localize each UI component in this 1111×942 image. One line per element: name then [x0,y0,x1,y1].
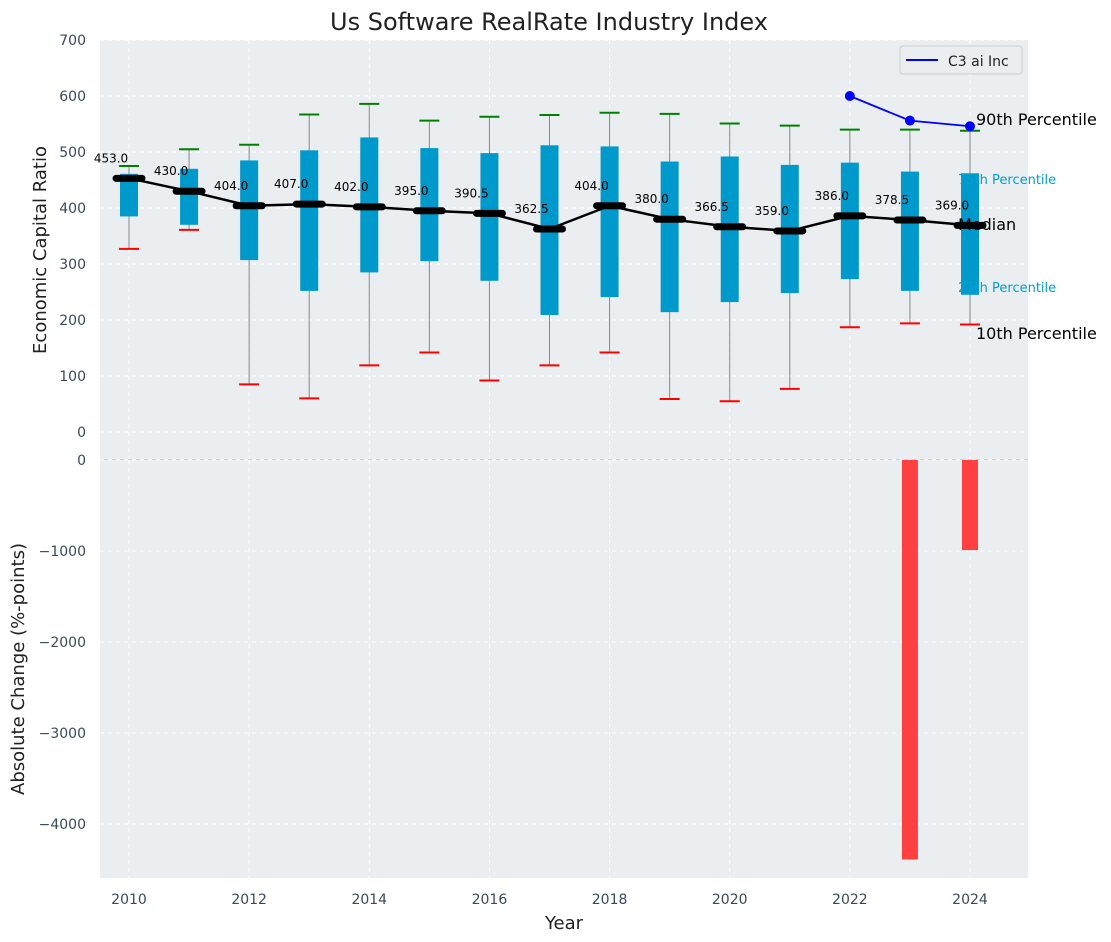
median-value-label-2012: 404.0 [214,179,248,193]
box-2015 [420,148,439,262]
box-2012 [240,160,259,261]
series-point-2024 [965,121,975,132]
p75-label: 75th Percentile [958,173,1056,188]
change-bar-2023 [901,460,918,860]
median-value-label-2015: 395.0 [394,184,428,198]
change-bar-2024 [962,460,978,551]
p90-label: 90th Percentile [976,110,1097,129]
median-trend: 453.0 430.0 404.0 407.0 402.0 395.0 390.5 362.5… [94,151,987,235]
chart-title: Us Software RealRate Industry Index [330,8,768,36]
box-2022 [840,162,859,280]
median-value-label-2023: 378.5 [875,193,909,207]
legend-label-c3: C3 ai Inc [948,54,1009,70]
median-band-label: Median [958,215,1016,234]
median-value-label-2020: 366.5 [695,200,729,214]
bottom-y-axis-label: Absolute Change (%-points) [8,543,29,795]
x-axis-label: Year [544,913,584,934]
bottom-y-tick-−4000: −4000 [39,817,86,833]
x-tick-2020: 2020 [712,892,748,908]
x-tick-2016: 2016 [472,892,508,908]
top-y-tick-200: 200 [59,313,86,329]
x-tick-2022: 2022 [832,892,868,908]
bottom-y-tick-−2000: −2000 [39,635,86,651]
median-value-label-2014: 402.0 [334,180,368,194]
p25-label: 25th Percentile [958,281,1056,296]
bottom-y-tick-0: 0 [77,453,86,469]
series-point-2022 [844,91,855,101]
x-tick-2012: 2012 [231,892,267,908]
bottom-gridlines [100,459,1028,878]
legend-box [899,45,1023,75]
x-tick-2024: 2024 [952,892,988,908]
top-y-tick-labels: 0 100 200 300 400 500 600 700 [59,33,86,441]
box-2024 [961,173,979,295]
box-2013 [300,150,319,291]
bottom-panel: 0−1000−2000−3000−4000 2010 2012 2014 2016 20… [8,453,1028,934]
median-value-label-2021: 359.0 [755,204,789,218]
change-bars [901,460,978,860]
median-value-label-2010: 453.0 [94,151,128,165]
x-tick-2014: 2014 [351,892,387,908]
top-y-tick-100: 100 [59,369,86,385]
median-value-label-2016: 390.5 [454,186,488,200]
median-value-label-2011: 430.0 [154,164,188,178]
box-2019 [660,161,679,313]
top-panel: 0 100 200 300 400 500 600 700 453.0 430.0 404.0 40… [30,33,1097,460]
top-y-axis-label: Economic Capital Ratio [30,146,51,354]
x-tick-2010: 2010 [111,892,147,908]
median-value-label-2019: 380.0 [634,192,668,206]
series-point-2023 [904,115,915,126]
top-y-tick-0: 0 [77,425,86,441]
median-value-label-2018: 404.0 [574,179,608,193]
box-2010 [120,173,138,217]
bottom-y-tick-−1000: −1000 [39,544,86,560]
bottom-y-tick-labels: 0 −1000 −2000 −3000 −4000 [39,453,86,833]
box-2011 [180,168,199,225]
box-2018 [600,146,619,298]
company-series [844,91,975,132]
x-tick-labels: 2010 2012 2014 2016 2018 2020 2022 2024 [111,892,988,908]
percentile-labels: 90th Percentile 75th Percentile Median 2… [958,110,1097,343]
box-2016 [480,153,499,281]
box-plot-series [119,102,980,403]
median-value-label-2024: 369.0 [935,198,969,212]
bottom-plot-background [100,460,1028,878]
top-y-tick-400: 400 [59,201,86,217]
x-tick-2018: 2018 [592,892,628,908]
top-y-tick-300: 300 [59,257,86,273]
bottom-y-tick-−3000: −3000 [39,726,86,742]
box-2023 [900,171,919,291]
top-y-tick-600: 600 [59,89,86,105]
top-y-tick-700: 700 [59,33,86,49]
legend: C3 ai Inc [899,45,1023,75]
top-plot-background [100,40,1028,460]
top-y-tick-500: 500 [59,145,86,161]
median-value-label-2022: 386.0 [815,189,849,203]
median-value-label-2017: 362.5 [514,202,548,216]
p10-label: 10th Percentile [976,324,1097,343]
median-value-label-2013: 407.0 [274,177,308,191]
